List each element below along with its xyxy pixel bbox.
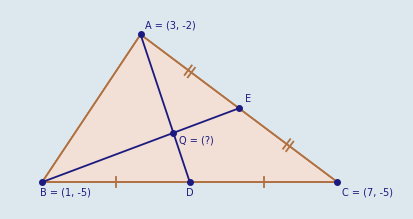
Text: D: D [185,188,193,198]
Text: C = (7, -5): C = (7, -5) [342,187,392,197]
Text: E: E [244,94,250,104]
Polygon shape [42,34,337,182]
Text: A = (3, -2): A = (3, -2) [145,21,196,30]
Text: B = (1, -5): B = (1, -5) [40,188,90,198]
Text: Q = (?): Q = (?) [179,135,214,145]
